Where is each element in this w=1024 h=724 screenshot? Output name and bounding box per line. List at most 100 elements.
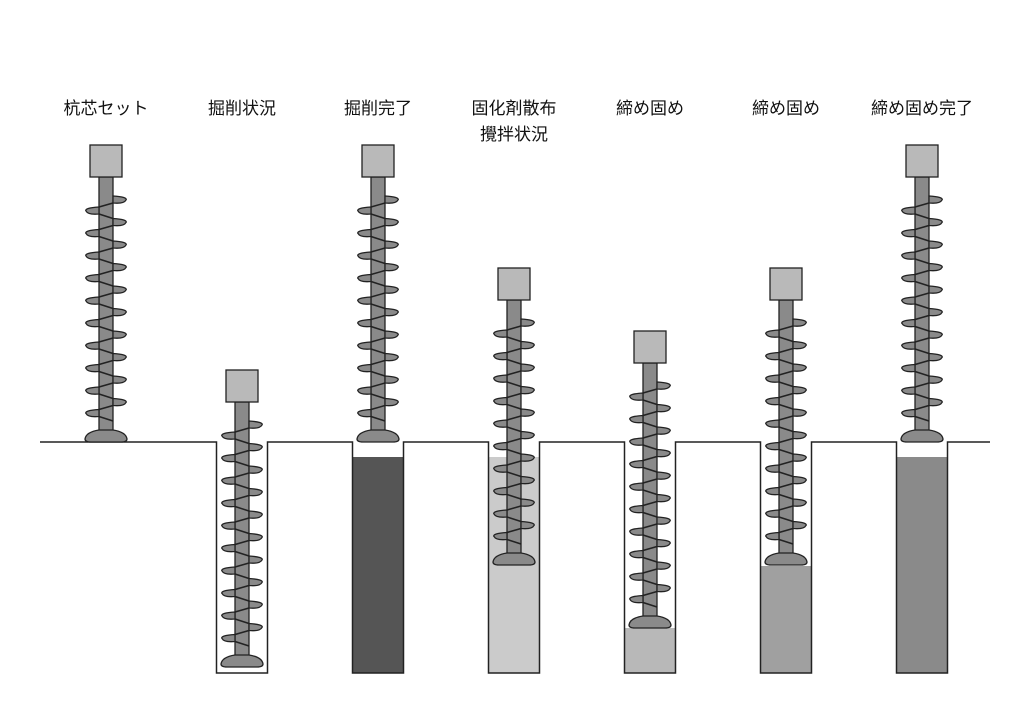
auger-flight-edge <box>370 269 386 276</box>
auger-flight <box>85 228 100 238</box>
auger-flight-edge <box>642 444 658 451</box>
auger-flight-edge <box>778 493 794 500</box>
auger-flight-edge <box>370 337 386 343</box>
auger-flight-edge <box>506 325 522 331</box>
auger-flight <box>765 531 780 541</box>
auger-flight <box>248 442 263 452</box>
auger-flight-edge <box>642 579 658 586</box>
auger-flight <box>792 475 807 485</box>
auger-flight <box>765 509 780 518</box>
auger-flight-edge <box>914 258 930 265</box>
auger-flight-edge <box>914 325 930 332</box>
auger-flight-edge <box>642 500 658 507</box>
auger-flight <box>221 453 236 463</box>
auger-flight <box>493 419 508 428</box>
auger-flight-edge <box>778 437 794 444</box>
auger-flight <box>384 240 399 249</box>
auger-flight-edge <box>98 292 114 298</box>
auger-flight <box>520 475 535 485</box>
auger-flight <box>901 363 916 373</box>
auger-base <box>764 552 808 566</box>
auger-flight <box>357 318 372 328</box>
auger-flight-edge <box>778 426 794 433</box>
auger-flight <box>520 363 535 372</box>
auger-flight <box>248 487 263 497</box>
auger-flight <box>85 363 100 373</box>
auger-flight-edge <box>370 325 386 332</box>
auger-flight-edge <box>914 303 930 310</box>
auger-flight-edge <box>98 404 114 411</box>
auger-flight-edge <box>914 337 930 343</box>
auger-flight <box>792 520 807 530</box>
auger-flight <box>221 476 236 485</box>
auger-flight <box>765 351 780 361</box>
auger-cap <box>633 330 667 364</box>
auger-flight <box>357 386 372 395</box>
auger-flight-edge <box>370 314 386 321</box>
auger-flight <box>493 329 508 338</box>
auger-flight-edge <box>506 415 522 421</box>
auger-flight <box>656 516 671 525</box>
auger-flight-edge <box>642 466 658 473</box>
auger-flight-edge <box>778 381 794 388</box>
auger-flight-edge <box>234 573 250 580</box>
auger-flight <box>112 397 127 407</box>
hole-fill <box>624 628 676 673</box>
auger-flight <box>520 430 535 440</box>
auger-flight-edge <box>234 505 250 512</box>
auger-flight-edge <box>778 448 794 455</box>
auger-flight <box>765 329 780 338</box>
auger-flight-edge <box>642 399 658 406</box>
auger-flight <box>928 262 943 272</box>
auger-flight <box>357 341 372 350</box>
auger <box>900 144 944 443</box>
auger-flight-edge <box>778 460 794 466</box>
auger-flight <box>928 217 943 227</box>
auger-flight <box>792 430 807 440</box>
auger-flight-edge <box>234 595 250 602</box>
auger-flight-edge <box>642 545 658 552</box>
auger-flight-edge <box>914 292 930 298</box>
auger-flight-edge <box>642 511 658 518</box>
auger-flight <box>221 611 236 620</box>
auger-flight <box>629 482 644 491</box>
auger <box>84 144 128 443</box>
auger-flight-edge <box>914 348 930 355</box>
auger-flight-edge <box>506 538 522 545</box>
auger-flight <box>248 465 263 474</box>
auger-flight-edge <box>914 415 930 422</box>
auger-flight-edge <box>98 415 114 422</box>
auger-flight <box>629 504 644 514</box>
auger-cap <box>905 144 939 178</box>
auger-flight-edge <box>234 460 250 467</box>
auger-flight-edge <box>506 336 522 343</box>
auger-flight <box>221 566 236 575</box>
auger-flight-edge <box>234 550 250 557</box>
auger-flight <box>928 240 943 249</box>
auger-flight <box>656 426 671 435</box>
auger-flight <box>357 408 372 418</box>
auger-flight <box>357 228 372 238</box>
auger-flight <box>765 396 780 406</box>
auger-flight-edge <box>642 478 658 484</box>
auger-flight <box>765 419 780 428</box>
auger-flight <box>112 285 127 294</box>
auger-flight-edge <box>506 403 522 410</box>
auger-flight-edge <box>506 460 522 466</box>
auger-flight-edge <box>642 489 658 496</box>
auger-flight <box>901 296 916 305</box>
auger-flight-edge <box>778 471 794 478</box>
auger-flight-edge <box>234 584 250 591</box>
auger-cap <box>497 267 531 301</box>
auger-flight <box>248 510 263 519</box>
auger-cap <box>89 144 123 178</box>
auger-flight-edge <box>98 258 114 265</box>
auger-flight-edge <box>234 562 250 568</box>
auger-flight <box>85 318 100 328</box>
auger-flight <box>629 392 644 401</box>
auger-flight-edge <box>98 235 114 242</box>
auger-flight-edge <box>914 213 930 220</box>
auger-flight-edge <box>778 370 794 376</box>
auger-flight <box>629 437 644 446</box>
auger-flight-edge <box>642 421 658 428</box>
